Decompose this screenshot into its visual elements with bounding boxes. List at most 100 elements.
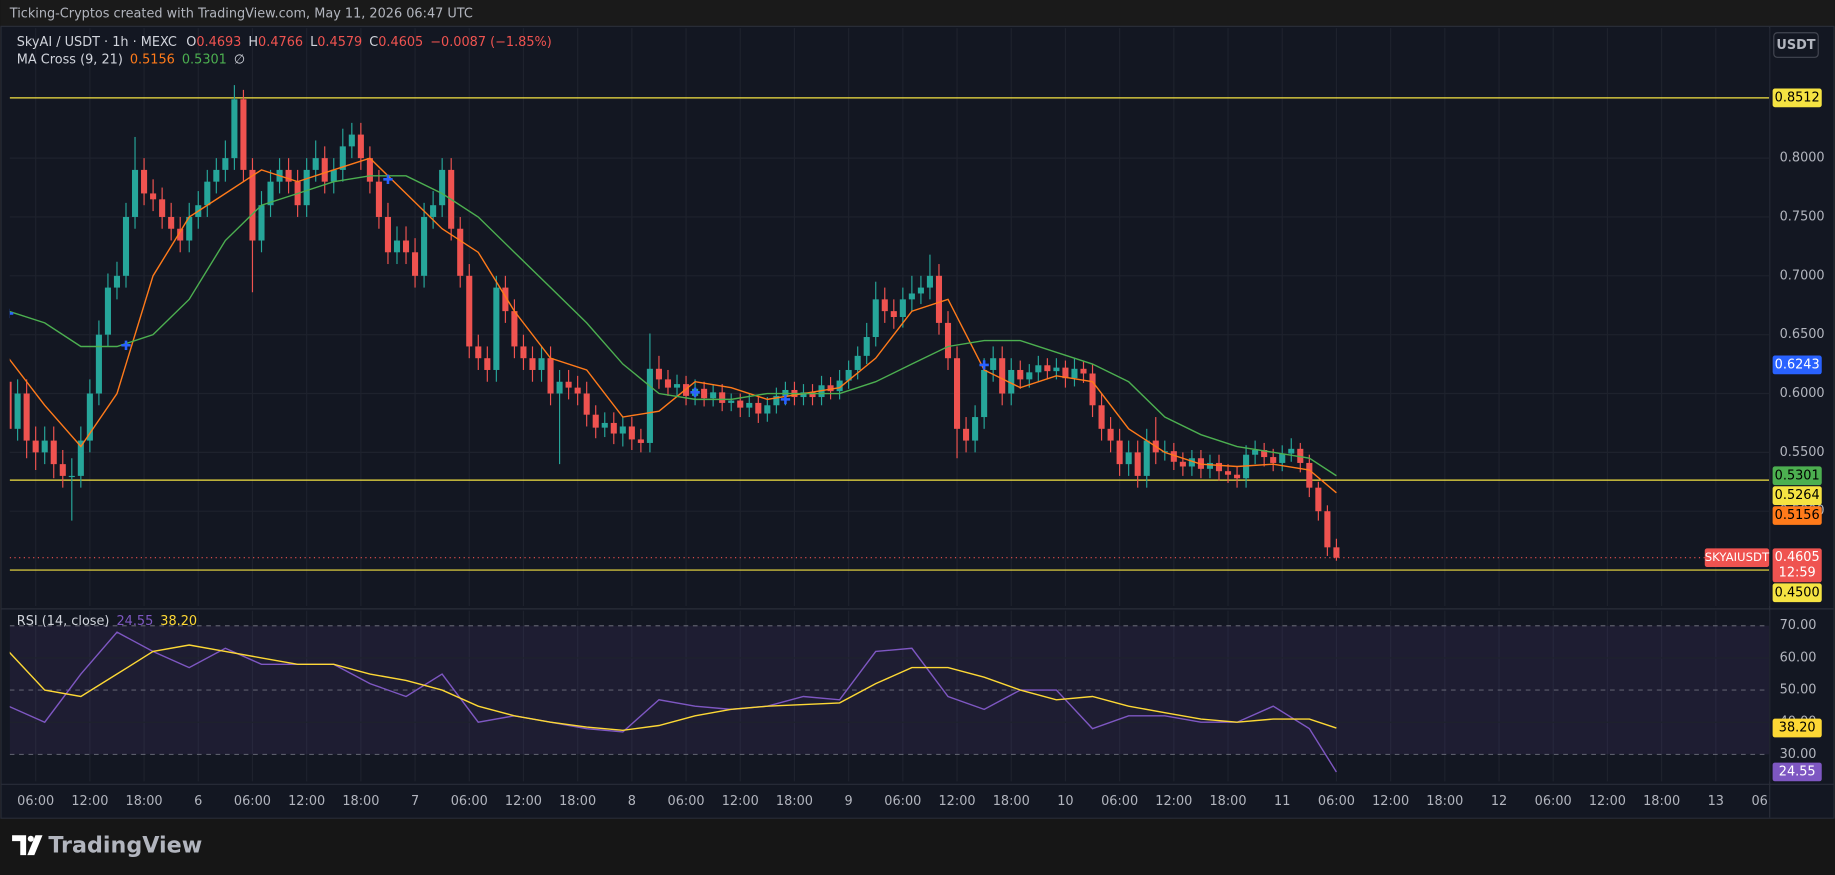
- candle-body: [1026, 372, 1033, 380]
- candle-body: [628, 426, 635, 440]
- candle-body: [493, 287, 500, 370]
- candle-body: [1270, 457, 1277, 463]
- candle-body: [746, 402, 753, 408]
- candle-body: [520, 346, 527, 359]
- candle-body: [673, 384, 681, 388]
- candle-body: [50, 440, 57, 465]
- candle-body: [502, 287, 509, 312]
- candle-body: [1179, 461, 1186, 467]
- x-tick-label: 6: [194, 794, 202, 809]
- x-tick-label: 18:00: [1643, 794, 1680, 809]
- rsi-tick-label: 70.00: [1780, 618, 1817, 633]
- candle-body: [827, 385, 834, 392]
- candle-body: [981, 369, 988, 418]
- candle-body: [1261, 450, 1268, 458]
- rsi-legend: RSI (14, close) 24.55 38.20: [17, 614, 197, 629]
- price-label: 38.20: [1779, 721, 1816, 736]
- y-tick-label: 0.8000: [1780, 151, 1825, 166]
- candle-body: [357, 134, 364, 159]
- candle-body: [908, 293, 915, 300]
- candle-body: [95, 334, 102, 394]
- candle-body: [1008, 369, 1015, 394]
- x-tick-label: 06:00: [234, 794, 271, 809]
- x-tick-label: 18:00: [993, 794, 1030, 809]
- candle-body: [1125, 452, 1132, 465]
- x-tick-label: 06:00: [451, 794, 488, 809]
- candle-body: [1188, 458, 1195, 467]
- candle-body: [872, 299, 879, 338]
- candle-body: [131, 169, 139, 217]
- x-tick-label: 18:00: [342, 794, 379, 809]
- x-tick-label: 12:00: [288, 794, 325, 809]
- candle-body: [1035, 365, 1042, 373]
- candle-body: [1053, 367, 1060, 372]
- x-tick-label: 7: [411, 794, 419, 809]
- price-label: 0.5264: [1775, 488, 1820, 503]
- candle-body: [258, 205, 265, 241]
- footer-logo: TradingView: [48, 832, 202, 858]
- candle-body: [421, 216, 428, 276]
- y-tick-label: 0.7000: [1780, 268, 1825, 283]
- x-tick-label: 13: [1708, 794, 1724, 809]
- candle-body: [213, 169, 220, 182]
- candle-body: [1116, 440, 1123, 465]
- ohlc-high: 0.4766: [258, 35, 303, 50]
- logo-mark-t: [12, 835, 27, 856]
- x-tick-label: 18:00: [559, 794, 596, 809]
- candle-body: [348, 134, 355, 147]
- candle-body: [484, 358, 491, 370]
- candle-body: [1306, 462, 1313, 488]
- price-label-bg: [1772, 506, 1822, 525]
- candle-body: [1170, 451, 1177, 462]
- candle-body: [511, 311, 518, 347]
- rsi-tick-label: 30.00: [1780, 747, 1817, 762]
- candle-body: [339, 146, 346, 170]
- candle-body: [430, 205, 437, 217]
- ma-title: MA Cross (9, 21): [17, 52, 123, 67]
- candle-body: [917, 287, 924, 294]
- ma-slow-value: 0.5301: [182, 52, 227, 67]
- candle-body: [1315, 487, 1322, 512]
- ohlc-close: 0.4605: [378, 35, 423, 50]
- price-label: 0.6243: [1775, 357, 1820, 372]
- candle-body: [68, 475, 75, 478]
- candle-body: [1107, 428, 1114, 441]
- ma-cross-marker: [121, 340, 131, 350]
- candle-body: [592, 414, 599, 428]
- candle-body: [1206, 462, 1214, 469]
- candle-body: [150, 193, 157, 200]
- price-label-bg: [1772, 762, 1822, 782]
- ma-line: [9, 175, 1337, 477]
- candle-body: [384, 216, 391, 253]
- ohlc-letter: O: [186, 35, 196, 50]
- currency-button[interactable]: [1773, 32, 1819, 58]
- ohlc-letter: H: [248, 35, 258, 50]
- logo-icon: [12, 835, 43, 856]
- price-label-bg: [1772, 583, 1822, 603]
- candle-body: [375, 181, 382, 217]
- candle-body: [177, 228, 184, 241]
- x-tick-label: 18:00: [126, 794, 163, 809]
- candle-body: [854, 355, 861, 370]
- candle-body: [439, 169, 446, 206]
- x-tick-label: 06:00: [884, 794, 921, 809]
- x-tick-label: 12:00: [939, 794, 976, 809]
- currency-button-label[interactable]: USDT: [1776, 38, 1815, 53]
- candle-body: [1252, 450, 1259, 455]
- ma-settings-icon[interactable]: ∅: [234, 52, 245, 67]
- candle-body: [881, 299, 888, 312]
- price-label-bg: [1772, 548, 1822, 583]
- candle-body: [321, 158, 328, 182]
- x-tick-label: 06:00: [668, 794, 705, 809]
- candle-body: [1297, 448, 1304, 463]
- ma-cross-marker: [979, 360, 989, 370]
- candle-body: [412, 252, 419, 276]
- candle-body: [972, 417, 979, 441]
- ma-cross-marker: [690, 387, 700, 398]
- logo-mark-slash: [27, 835, 43, 856]
- candle-body: [1215, 462, 1223, 472]
- candle-body: [249, 169, 256, 241]
- candle-body: [963, 428, 970, 441]
